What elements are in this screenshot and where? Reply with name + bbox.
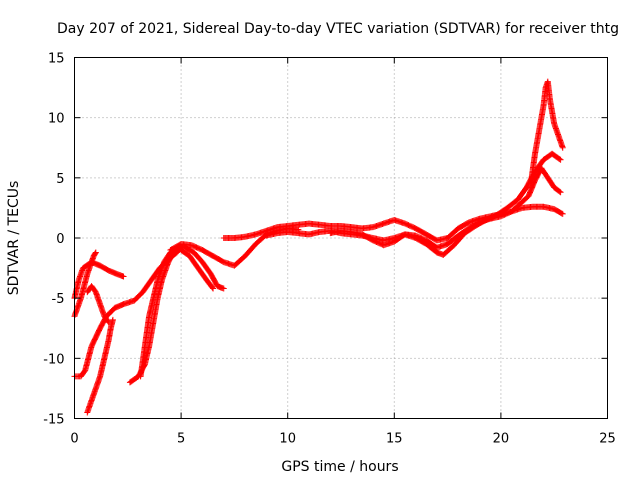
x-tick-label: 20 [493, 432, 510, 447]
y-tick-label: -15 [43, 413, 64, 428]
data-point [558, 210, 565, 217]
y-tick-label: 5 [56, 172, 64, 187]
data-point [210, 285, 217, 292]
plot-frame [74, 57, 608, 419]
data-point [120, 273, 127, 280]
data-point [92, 249, 99, 256]
series-track-13 [527, 78, 566, 187]
y-tick-label: 0 [56, 232, 64, 247]
series-track-1 [71, 249, 99, 320]
series-track-9 [178, 247, 217, 292]
y-tick-label: 15 [48, 52, 65, 67]
data-point [556, 188, 563, 195]
x-tick-label: 0 [70, 432, 78, 447]
x-tick-label: 5 [177, 432, 185, 447]
data-point [109, 316, 116, 323]
data-point [559, 210, 566, 217]
series-track-7 [137, 244, 227, 380]
data-point [92, 250, 99, 257]
x-axis-label: GPS time / hours [281, 459, 398, 475]
x-tick-label: 10 [279, 432, 296, 447]
data-point [557, 156, 564, 163]
y-axis-label: SDTVAR / TECUs [6, 181, 22, 296]
y-tick-label: -5 [52, 292, 65, 307]
grid-layer [74, 57, 608, 419]
data-point [220, 285, 227, 292]
data-point [559, 144, 566, 151]
y-tick-label: -10 [43, 352, 64, 367]
series-track-12 [327, 150, 564, 258]
series-track-6 [126, 247, 178, 386]
data-layer [71, 78, 566, 416]
data-point [209, 284, 216, 291]
data-point [104, 318, 111, 325]
series-track-5 [84, 283, 112, 326]
data-point [557, 189, 564, 196]
data-point [105, 319, 112, 326]
tick-layer: 0 5 10 15 20 25 -15 -10 -5 0 5 10 15 [43, 52, 616, 447]
chart-title: Day 207 of 2021, Sidereal Day-to-day VTE… [57, 21, 619, 37]
x-tick-label: 25 [599, 432, 616, 447]
x-tick-label: 15 [386, 432, 403, 447]
data-point [556, 156, 563, 163]
y-tick-label: 10 [48, 112, 65, 127]
series-track-4 [84, 316, 116, 416]
